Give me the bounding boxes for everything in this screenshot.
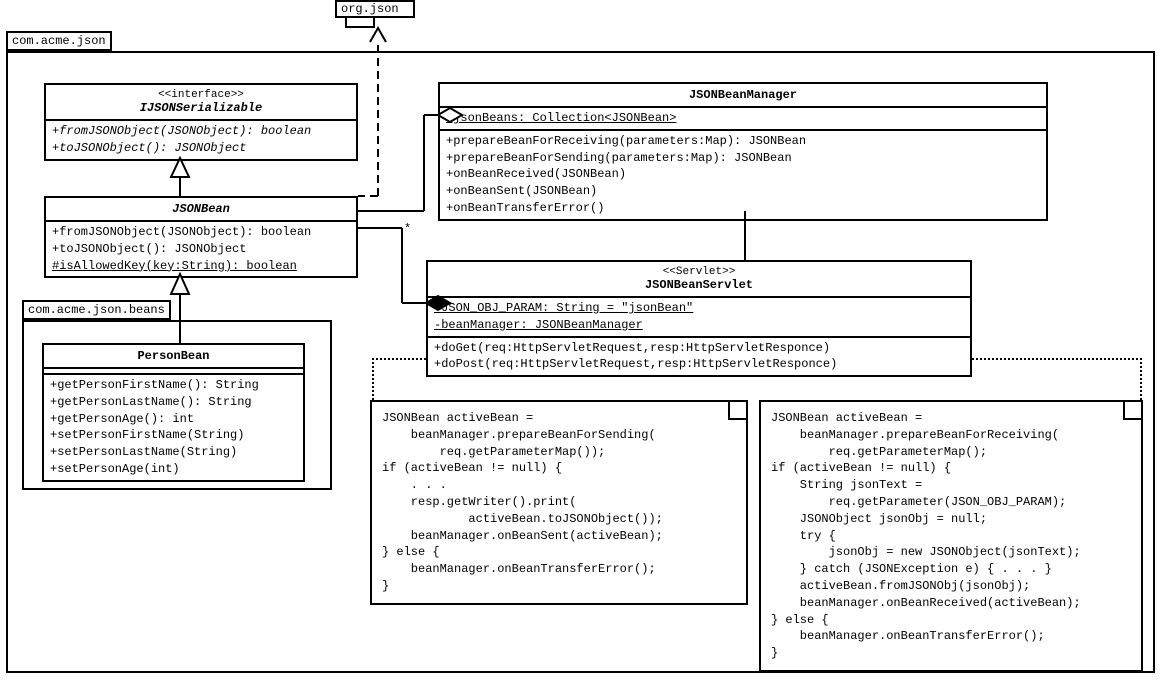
note-right-l14: beanManager.onBeanTransferError(); — [771, 628, 1131, 645]
jsonbeanmanager-m3: +onBeanSent(JSONBean) — [446, 183, 1040, 200]
jsonbeanmanager-class: JSONBeanManager -jsonBeans: Collection<J… — [438, 82, 1048, 221]
note-right-l1: beanManager.prepareBeanForReceiving( — [771, 427, 1131, 444]
note-right-l15: } — [771, 645, 1131, 662]
jsonbeanmanager-m2: +onBeanReceived(JSONBean) — [446, 166, 1040, 183]
personbean-name: PersonBean — [50, 349, 297, 363]
jsonbeanservlet-name: JSONBeanServlet — [434, 278, 964, 292]
jsonbean-m0: +fromJSONObject(JSONObject): boolean — [52, 224, 350, 241]
com-acme-json-label: com.acme.json — [6, 31, 112, 51]
jsonbeanservlet-m0: +doGet(req:HttpServletRequest,resp:HttpS… — [434, 340, 964, 357]
note-left-l2: req.getParameterMap()); — [382, 444, 736, 461]
note-left-l1: beanManager.prepareBeanForSending( — [382, 427, 736, 444]
ijsonserializable-stereotype: <<interface>> — [52, 89, 350, 101]
jsonbean-class: JSONBean +fromJSONObject(JSONObject): bo… — [44, 196, 358, 278]
personbean-m4: +setPersonLastName(String) — [50, 444, 297, 461]
note-right-l11: activeBean.fromJSONObj(jsonObj); — [771, 578, 1131, 595]
multiplicity-star: * — [404, 222, 411, 236]
personbean-class: PersonBean +getPersonFirstName(): String… — [42, 343, 305, 482]
jsonbeanmanager-a0: -jsonBeans: Collection<JSONBean> — [446, 110, 1040, 127]
ijsonserializable-name: IJSONSerializable — [52, 101, 350, 115]
note-left-link-vert — [372, 358, 374, 400]
note-left-link — [372, 358, 426, 360]
jsonbeanservlet-a0: -JSON_OBJ_PARAM: String = "jsonBean" — [434, 300, 964, 317]
jsonbeanservlet-a1: -beanManager: JSONBeanManager — [434, 317, 964, 334]
note-left-l3: if (activeBean != null) { — [382, 460, 736, 477]
note-left-l7: beanManager.onBeanSent(activeBean); — [382, 528, 736, 545]
personbean-m5: +setPersonAge(int) — [50, 461, 297, 478]
jsonbeanservlet-stereotype: <<Servlet>> — [434, 266, 964, 278]
note-right-link — [972, 358, 1142, 360]
note-right-l0: JSONBean activeBean = — [771, 410, 1131, 427]
note-right-l5: String jsonText = — [771, 477, 1131, 494]
personbean-m2: +getPersonAge(): int — [50, 411, 297, 428]
note-left-l4: . . . — [382, 477, 736, 494]
jsonbeanmanager-name: JSONBeanManager — [446, 88, 1040, 102]
note-right-l9: jsonObj = new JSONObject(jsonText); — [771, 544, 1131, 561]
jsonbeanmanager-m4: +onBeanTransferError() — [446, 200, 1040, 217]
note-right: JSONBean activeBean = beanManager.prepar… — [759, 400, 1143, 672]
note-right-link-vert — [1140, 358, 1142, 400]
note-right-l4: if (activeBean != null) { — [771, 460, 1131, 477]
note-right-l7: JSONObject jsonObj = null; — [771, 511, 1131, 528]
note-left-l5: resp.getWriter().print( — [382, 494, 736, 511]
note-left-l10: } — [382, 578, 736, 595]
jsonbeanservlet-class: <<Servlet>> JSONBeanServlet -JSON_OBJ_PA… — [426, 260, 972, 377]
org-json-tab — [345, 16, 375, 28]
note-right-l2: req.getParameterMap(); — [771, 444, 1131, 461]
note-right-l6: req.getParameter(JSON_OBJ_PARAM); — [771, 494, 1131, 511]
note-right-l12: beanManager.onBeanReceived(activeBean); — [771, 595, 1131, 612]
jsonbean-m1: +toJSONObject(): JSONObject — [52, 241, 350, 258]
personbean-m1: +getPersonLastName(): String — [50, 394, 297, 411]
com-acme-json-beans-label: com.acme.json.beans — [22, 300, 171, 320]
note-right-l10: } catch (JSONException e) { . . . } — [771, 561, 1131, 578]
ijsonserializable-class: <<interface>> IJSONSerializable +fromJSO… — [44, 83, 358, 161]
note-right-l8: try { — [771, 528, 1131, 545]
jsonbeanservlet-m1: +doPost(req:HttpServletRequest,resp:Http… — [434, 356, 964, 373]
jsonbean-name: JSONBean — [52, 202, 350, 216]
note-left-l8: } else { — [382, 544, 736, 561]
personbean-m0: +getPersonFirstName(): String — [50, 377, 297, 394]
note-left-l0: JSONBean activeBean = — [382, 410, 736, 427]
note-left: JSONBean activeBean = beanManager.prepar… — [370, 400, 748, 605]
ijsonserializable-m0: +fromJSONObject(JSONObject): boolean — [52, 123, 350, 140]
jsonbean-m2: #isAllowedKey(key:String): boolean — [52, 258, 350, 275]
note-right-l13: } else { — [771, 612, 1131, 629]
ijsonserializable-m1: +toJSONObject(): JSONObject — [52, 140, 350, 157]
jsonbeanmanager-m0: +prepareBeanForReceiving(parameters:Map)… — [446, 133, 1040, 150]
org-json-label: org.json — [341, 2, 399, 16]
note-left-l9: beanManager.onBeanTransferError(); — [382, 561, 736, 578]
personbean-m3: +setPersonFirstName(String) — [50, 427, 297, 444]
jsonbeanmanager-m1: +prepareBeanForSending(parameters:Map): … — [446, 150, 1040, 167]
note-left-l6: activeBean.toJSONObject()); — [382, 511, 736, 528]
